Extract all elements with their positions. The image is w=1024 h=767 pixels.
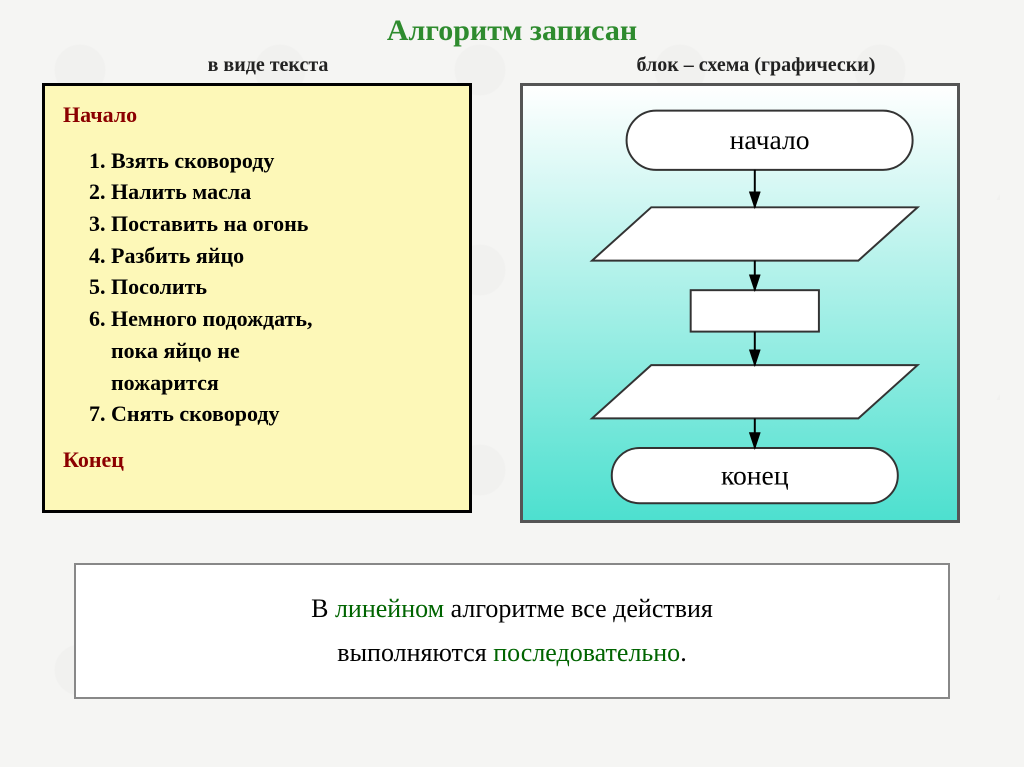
step-item: 5. Посолить [89, 272, 451, 302]
summary-l2-accent: последовательно [493, 638, 680, 667]
svg-text:конец: конец [721, 459, 789, 490]
step-item: 1. Взять сковороду [89, 146, 451, 176]
step-item: пожарится [89, 368, 451, 398]
flowchart-panel: начало конец [520, 83, 960, 523]
text-panel-header: Начало [63, 100, 451, 130]
slide-content: Алгоритм записан в виде текста блок – сх… [0, 0, 1024, 699]
summary-line-1: В линейном алгоритме все действия [96, 587, 928, 631]
text-panel-footer: Конец [63, 445, 451, 475]
text-algorithm-panel: Начало 1. Взять сковороду2. Налить масла… [42, 83, 472, 513]
step-item: 4. Разбить яйцо [89, 241, 451, 271]
svg-text:начало: начало [730, 124, 810, 155]
steps-list: 1. Взять сковороду2. Налить масла3. Пост… [63, 146, 451, 429]
summary-l1-pre: В [311, 594, 335, 623]
step-item: 3. Поставить на огонь [89, 209, 451, 239]
summary-l1-post: алгоритме все действия [444, 594, 713, 623]
main-title: Алгоритм записан [24, 14, 1000, 48]
summary-l2-post: . [680, 638, 687, 667]
step-item: 2. Налить масла [89, 177, 451, 207]
subtitles-row: в виде текста блок – схема (графически) [24, 54, 1000, 77]
step-item: пока яйцо не [89, 336, 451, 366]
subtitle-right: блок – схема (графически) [512, 54, 1000, 77]
flowchart-svg: начало конец [523, 86, 957, 520]
summary-l2-pre: выполняются [337, 638, 493, 667]
subtitle-left: в виде текста [24, 54, 512, 77]
summary-l1-accent: линейном [335, 594, 444, 623]
panels-row: Начало 1. Взять сковороду2. Налить масла… [24, 83, 1000, 523]
summary-box: В линейном алгоритме все действия выполн… [74, 563, 950, 699]
step-item: 6. Немного подождать, [89, 304, 451, 334]
summary-line-2: выполняются последовательно. [96, 631, 928, 675]
step-item: 7. Снять сковороду [89, 399, 451, 429]
